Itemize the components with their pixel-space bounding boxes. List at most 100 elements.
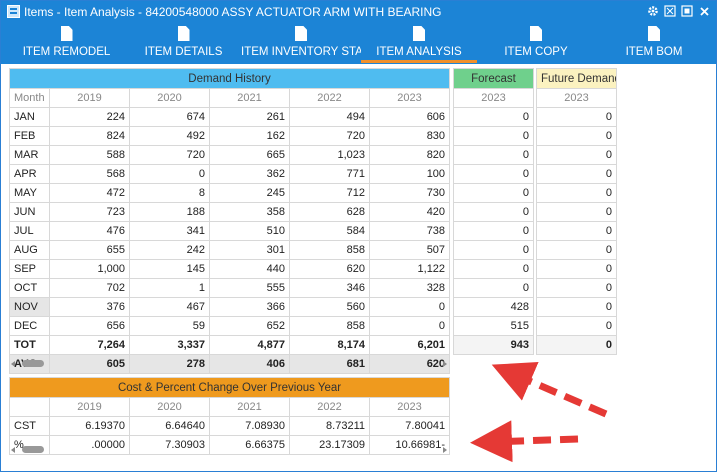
table-row[interactable]: SEP 1,000 145 440 620 1,122 xyxy=(9,259,451,279)
year-header: 2019 xyxy=(49,88,130,108)
table-row[interactable]: FEB 824 492 162 720 830 xyxy=(9,126,451,146)
table-row[interactable]: OCT 702 1 555 346 328 xyxy=(9,278,451,298)
table-row[interactable]: JUN 723 188 358 628 420 xyxy=(9,202,451,222)
close-icon[interactable] xyxy=(698,4,710,18)
pin-icon[interactable] xyxy=(664,4,676,18)
tab-label: ITEM BOM xyxy=(625,46,683,58)
cost-row-label-cell: CST xyxy=(9,416,50,436)
avg-value-cell: 406 xyxy=(209,354,290,374)
demand-value-cell: 328 xyxy=(368,278,451,298)
demand-value-cell: 665 xyxy=(209,145,290,165)
cost-percent-grid: Cost & Percent Change Over Previous Year… xyxy=(8,377,451,455)
forecast-value-cell: 0 xyxy=(453,278,534,298)
future-demand-header: Future Demand xyxy=(536,68,617,89)
demand-value-cell: 720 xyxy=(289,126,370,146)
month-cell: FEB xyxy=(9,126,50,146)
month-cell: NOV xyxy=(9,297,50,317)
blank-header-cell xyxy=(9,397,50,417)
demand-value-cell: 858 xyxy=(289,240,370,260)
window-title: Items - Item Analysis - 84200548000 ASSY… xyxy=(24,5,442,19)
table-row[interactable]: NOV 376 467 366 560 0 xyxy=(9,297,451,317)
year-header: 2023 xyxy=(368,397,451,417)
avg-value-cell: 278 xyxy=(129,354,210,374)
restore-icon[interactable] xyxy=(681,4,693,18)
tab-item-remodel[interactable]: ITEM REMODEL xyxy=(9,23,124,64)
document-icon xyxy=(530,26,542,41)
tab-item-copy[interactable]: ITEM COPY xyxy=(477,23,595,64)
tab-item-analysis[interactable]: ITEM ANALYSIS xyxy=(361,23,477,64)
document-icon xyxy=(295,26,307,41)
demand-value-cell: 420 xyxy=(368,202,451,222)
cost-horizontal-scrollbar[interactable] xyxy=(10,445,448,455)
cost-value-cell: 7.30903 xyxy=(129,435,210,455)
tab-item-inventory-status[interactable]: ITEM INVENTORY STA... xyxy=(241,23,361,64)
cost-value-cell: 7.80041 xyxy=(368,416,451,436)
table-row[interactable]: 515 xyxy=(453,316,534,336)
title-bar[interactable]: Items - Item Analysis - 84200548000 ASSY… xyxy=(1,1,716,23)
tab-item-bom[interactable]: ITEM BOM xyxy=(595,23,713,64)
table-row[interactable]: MAR 588 720 665 1,023 820 xyxy=(9,145,451,165)
year-header: 2019 xyxy=(49,397,130,417)
table-row[interactable]: 0 xyxy=(453,107,534,127)
demand-value-cell: 555 xyxy=(209,278,290,298)
scrollbar-thumb[interactable] xyxy=(22,360,44,367)
avg-value-cell: 681 xyxy=(289,354,370,374)
scroll-left-arrow-icon[interactable] xyxy=(11,361,15,367)
document-icon xyxy=(177,26,190,41)
demand-value-cell: 376 xyxy=(49,297,130,317)
scroll-right-arrow-icon[interactable] xyxy=(443,361,447,367)
scrollbar-thumb[interactable] xyxy=(22,446,44,453)
tot-row[interactable]: 943 xyxy=(453,335,534,355)
month-cell: SEP xyxy=(9,259,50,279)
demand-value-cell: 656 xyxy=(49,316,130,336)
document-icon xyxy=(648,26,660,41)
avg-row[interactable]: AVG605278406681620 xyxy=(9,354,451,374)
tab-label: ITEM ANALYSIS xyxy=(376,46,462,58)
demand-history-header: Demand History xyxy=(8,68,451,89)
tot-label-cell: TOT xyxy=(9,335,50,355)
table-row[interactable]: MAY 472 8 245 712 730 xyxy=(9,183,451,203)
forecast-value-cell: 515 xyxy=(453,316,534,336)
tot-row[interactable]: TOT 7,264 3,337 4,877 8,174 6,201 xyxy=(9,335,451,355)
demand-value-cell: 100 xyxy=(368,164,451,184)
forecast-header: Forecast xyxy=(453,68,534,89)
year-header: 2021 xyxy=(209,88,290,108)
demand-value-cell: 472 xyxy=(49,183,130,203)
tab-label: ITEM INVENTORY STA... xyxy=(241,46,361,58)
tab-bar: ITEM REMODEL ITEM DETAILS ITEM INVENTORY… xyxy=(1,23,716,64)
tot-row[interactable]: 0 xyxy=(536,335,617,355)
document-icon xyxy=(60,26,73,41)
arrow-to-cost-grid-icon xyxy=(470,420,579,463)
tab-item-details[interactable]: ITEM DETAILS xyxy=(125,23,242,64)
cost-value-cell: .00000 xyxy=(49,435,130,455)
avg-value-cell: 605 xyxy=(49,354,130,374)
future-demand-total-cell: 0 xyxy=(536,335,617,355)
demand-history-grid: Demand History Month 2019 2020 2021 2022… xyxy=(8,68,451,374)
cost-value-cell: 23.17309 xyxy=(289,435,370,455)
forecast-grid: Forecast 2023 0 0 0 0 0 0 0 0 0 0 428 515 943 xyxy=(453,68,534,355)
year-header: 2021 xyxy=(209,397,290,417)
forecast-total-cell: 943 xyxy=(453,335,534,355)
scroll-right-arrow-icon[interactable] xyxy=(443,447,447,453)
scroll-left-arrow-icon[interactable] xyxy=(11,447,15,453)
year-header: 2020 xyxy=(129,397,210,417)
demand-value-cell: 492 xyxy=(129,126,210,146)
tab-label: ITEM COPY xyxy=(504,46,568,58)
table-row[interactable]: DEC 656 59 652 858 0 xyxy=(9,316,451,336)
document-icon xyxy=(413,26,425,41)
cost-value-cell: 10.66981- xyxy=(368,435,451,455)
tab-label: ITEM DETAILS xyxy=(144,46,223,58)
demand-value-cell: 655 xyxy=(49,240,130,260)
table-row[interactable]: 0 xyxy=(453,278,534,298)
app-icon xyxy=(7,5,20,18)
avg-value-cell: 620 xyxy=(368,354,451,374)
arrow-to-forecast-icon xyxy=(491,362,608,418)
table-row[interactable]: JAN 224 674 261 494 606 xyxy=(9,107,451,127)
gear-icon[interactable] xyxy=(647,4,659,18)
month-column-header: Month xyxy=(9,88,50,108)
demand-value-cell: 620 xyxy=(289,259,370,279)
tab-label: ITEM REMODEL xyxy=(22,46,111,58)
demand-horizontal-scrollbar[interactable] xyxy=(10,359,448,369)
